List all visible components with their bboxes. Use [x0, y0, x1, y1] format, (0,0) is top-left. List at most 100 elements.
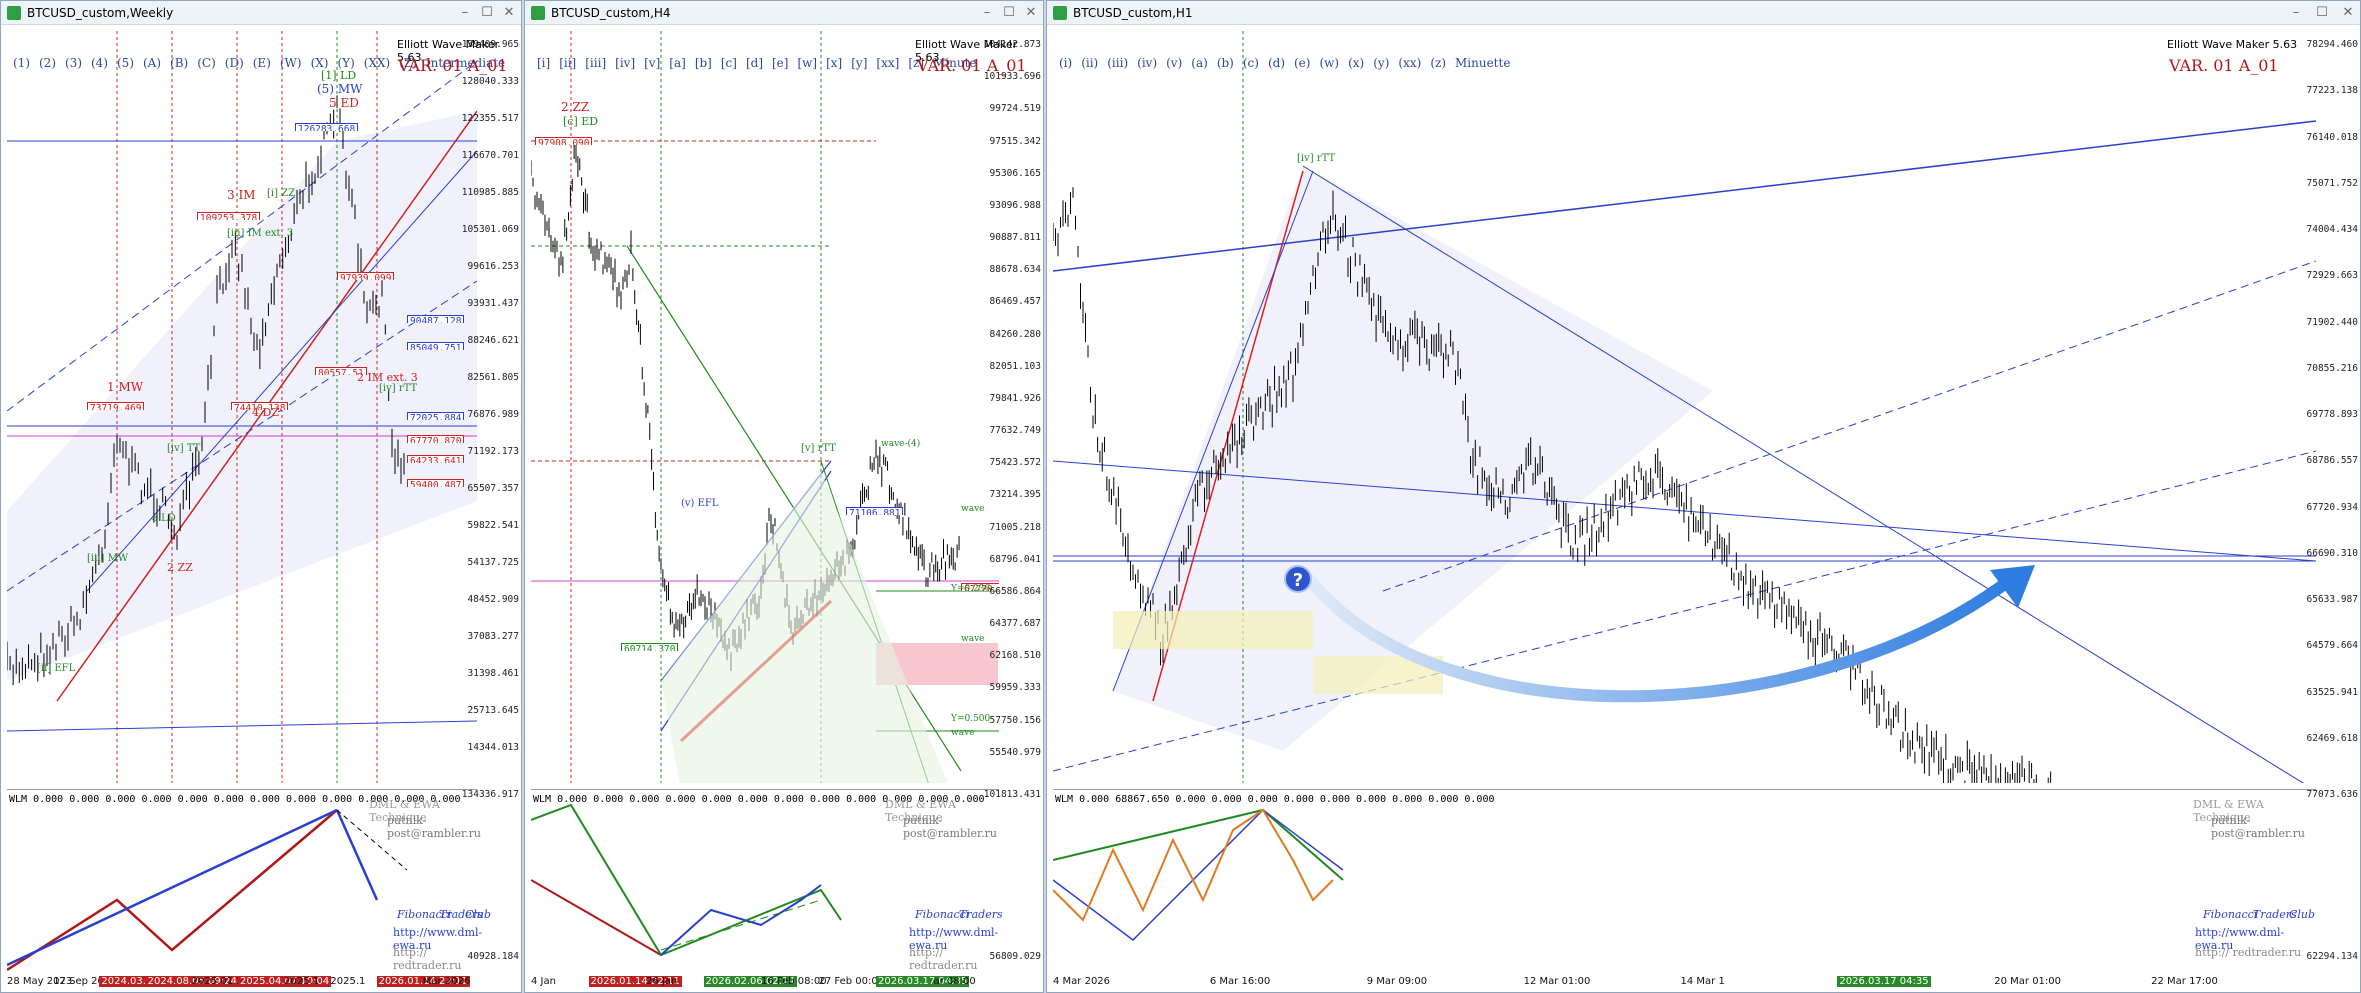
degree-button[interactable]: [iii] [585, 56, 607, 70]
wave-degree-toolbar[interactable]: (i) (ii) (iii) (iv) (v) (a) (b) (c) (d) (e) (w) (x)… [1059, 56, 1519, 70]
degree-button[interactable]: (D) [224, 56, 244, 70]
degree-button[interactable]: (Y) [337, 56, 355, 70]
degree-button[interactable]: [ii] [559, 56, 577, 70]
indicator-pane[interactable]: WLM 0.000 0.000 0.000 0.000 0.000 0.000 … [530, 789, 1003, 972]
wave-label: [i] ZZ [267, 188, 295, 199]
degree-button[interactable]: (E) [252, 56, 271, 70]
degree-button[interactable]: (X) [310, 56, 329, 70]
wave-degree-toolbar[interactable]: [i] [ii] [iii] [iv] [v] [a] [b] [c] [d] [e] [w] [x]… [537, 56, 986, 70]
close-button[interactable]: ✕ [1025, 5, 1037, 20]
degree-button[interactable]: (2) [39, 56, 56, 70]
footer-url2[interactable]: http:// redtrader.ru [909, 946, 978, 972]
degree-button[interactable]: Minute [933, 56, 977, 70]
degree-button[interactable]: [d] [745, 56, 763, 70]
minimize-button[interactable]: – [983, 5, 991, 20]
window-titlebar[interactable]: BTCUSD_custom,H1 – ☐ ✕ [1047, 1, 2360, 25]
price-tick: 93931.437 [467, 298, 519, 309]
footer-url[interactable]: http://www.dml-ewa.ru [393, 926, 483, 952]
price-tag: 74410.138 [231, 402, 289, 410]
price-chart[interactable]: 73719.469 109253.378 97939.099 90487.128 850… [7, 31, 477, 783]
indicator-pane[interactable]: WLM 0.000 0.000 0.000 0.000 0.000 0.000 … [6, 789, 491, 972]
price-chart[interactable]: 97908.090 60714.370 71106.881 67770.870 2 ZZ… [531, 31, 999, 783]
degree-button[interactable]: (x) [1348, 56, 1365, 70]
degree-button[interactable]: (W) [279, 56, 302, 70]
degree-button[interactable]: (b) [1216, 56, 1234, 70]
degree-button[interactable]: (a) [1191, 56, 1208, 70]
price-tick: 65507.357 [467, 483, 519, 494]
maximize-button[interactable]: ☐ [2316, 5, 2328, 20]
degree-button[interactable]: Intermediate [425, 56, 506, 70]
close-button[interactable]: ✕ [503, 5, 515, 20]
date-tick: 22 Mar 17:00 [2151, 976, 2218, 987]
chart-window-h4[interactable]: BTCUSD_custom,H4 – ☐ ✕ 97908.090 60714.37… [524, 0, 1044, 993]
footer-url[interactable]: http://www.dml-ewa.ru [2195, 926, 2285, 952]
degree-button[interactable]: (v) [1166, 56, 1183, 70]
degree-button[interactable]: (A) [143, 56, 162, 70]
price-chart[interactable]: 68341.68367894.22466740.02765138.370[iv]… [1053, 31, 2316, 783]
date-tick: 20 Mar 01:00 [1994, 976, 2062, 987]
degree-button[interactable]: [i] [537, 56, 551, 70]
date-tick: 2025.01.2 [191, 976, 243, 987]
degree-button[interactable]: [b] [694, 56, 712, 70]
degree-button[interactable]: (1) [13, 56, 30, 70]
degree-button[interactable]: (i) [1059, 56, 1073, 70]
maximize-button[interactable]: ☐ [481, 5, 493, 20]
window-titlebar[interactable]: BTCUSD_custom,H4 – ☐ ✕ [525, 1, 1043, 25]
degree-button[interactable]: [iv] [615, 56, 636, 70]
degree-button[interactable]: (d) [1267, 56, 1285, 70]
price-tick: 75071.752 [2306, 177, 2358, 189]
price-tick: 90887.811 [989, 232, 1041, 244]
minimize-button[interactable]: – [461, 5, 469, 20]
date-tick: 6 Mar 16:00 [1209, 976, 1271, 987]
close-button[interactable]: ✕ [2342, 5, 2354, 20]
price-tick: 48452.909 [467, 594, 519, 605]
footer-url2[interactable]: http:// redtrader.ru [2195, 946, 2302, 959]
degree-button[interactable]: [z] [908, 56, 924, 70]
degree-button[interactable]: Minuette [1455, 56, 1511, 70]
wave-label: (v) EFL [681, 498, 719, 509]
chart-window-h1[interactable]: BTCUSD_custom,H1 – ☐ ✕ 68341.68367894.22… [1046, 0, 2361, 993]
degree-button[interactable]: [x] [826, 56, 843, 70]
footer-email: putnik-post@rambler.ru [387, 814, 481, 840]
degree-button[interactable]: [xx] [876, 56, 900, 70]
maximize-button[interactable]: ☐ [1003, 5, 1015, 20]
degree-button[interactable]: [a] [669, 56, 686, 70]
indicator-label: WLM 0.000 68867.650 0.000 0.000 0.000 0.… [1055, 794, 1495, 805]
footer-url2[interactable]: http:// redtrader.ru [393, 946, 462, 972]
degree-button[interactable]: (C) [197, 56, 216, 70]
date-tick: 12 Mar 01:00 [1523, 976, 1591, 987]
degree-button[interactable]: [w] [797, 56, 818, 70]
wave-label: [iv] TT [167, 443, 201, 454]
degree-button[interactable]: (y) [1373, 56, 1390, 70]
degree-button[interactable]: (4) [91, 56, 108, 70]
degree-button[interactable]: [y] [851, 56, 868, 70]
degree-button[interactable]: [v] [644, 56, 661, 70]
degree-button[interactable]: (XX) [363, 56, 391, 70]
degree-button[interactable]: (3) [65, 56, 82, 70]
degree-button[interactable]: (5) [117, 56, 134, 70]
price-tick: 101933.696 [983, 71, 1041, 83]
window-titlebar[interactable]: BTCUSD_custom,Weekly – ☐ ✕ [1, 1, 521, 25]
indicator-pane[interactable]: WLM 0.000 68867.650 0.000 0.000 0.000 0.… [1052, 789, 2316, 971]
degree-button[interactable]: (w) [1319, 56, 1340, 70]
degree-button[interactable]: (c) [1242, 56, 1259, 70]
degree-button[interactable]: (e) [1294, 56, 1311, 70]
price-tick: 82561.805 [467, 372, 519, 383]
degree-button[interactable]: (xx) [1398, 56, 1422, 70]
wave-degree-toolbar[interactable]: (1) (2) (3) (4) (5) (A) (B) (C) (D) (E) (W) (X) (Y) (… [13, 56, 514, 70]
minimize-button[interactable]: – [2292, 5, 2300, 20]
degree-button[interactable]: [e] [772, 56, 789, 70]
degree-button[interactable]: (ii) [1081, 56, 1099, 70]
chart-window-weekly[interactable]: BTCUSD_custom,Weekly – ☐ ✕ 73719.469 1092… [0, 0, 522, 993]
degree-button[interactable]: [c] [720, 56, 737, 70]
degree-button[interactable]: (z) [1430, 56, 1446, 70]
help-icon[interactable]: ? [1284, 565, 1312, 593]
degree-button[interactable]: (iii) [1107, 56, 1129, 70]
footer-url[interactable]: http://www.dml-ewa.ru [909, 926, 999, 952]
degree-button[interactable]: (B) [170, 56, 189, 70]
price-axis: 139409.965 128040.333 122355.517 116670.701… [462, 31, 523, 783]
degree-button[interactable]: (Z) [399, 56, 417, 70]
price-tag: 80557.51 [315, 367, 367, 375]
degree-button[interactable]: (iv) [1137, 56, 1158, 70]
price-tick: 78294.460 [2306, 39, 2358, 50]
